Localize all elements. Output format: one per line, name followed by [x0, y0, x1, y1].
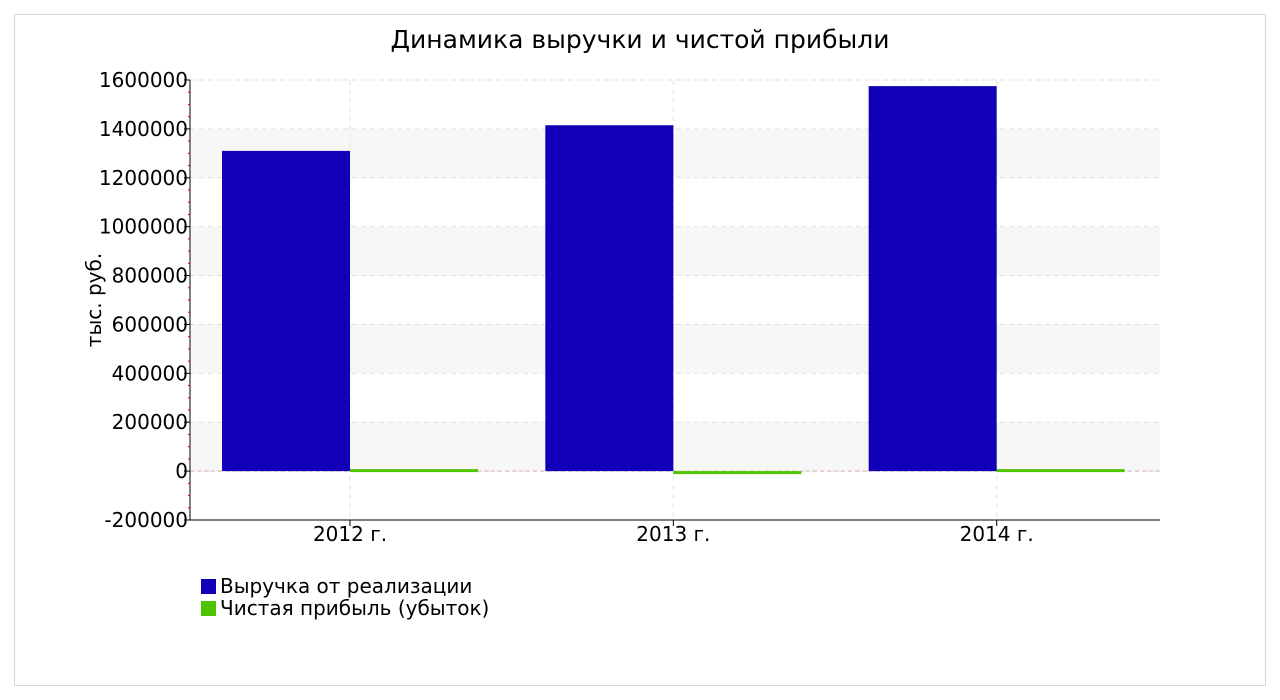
bar-revenue: [222, 150, 350, 472]
bar-net-profit: [996, 469, 1125, 473]
y-tick-label: -200000: [104, 508, 188, 532]
x-tick-label: 2014 г.: [960, 522, 1034, 546]
plot-band: [191, 422, 1160, 472]
legend-swatch: [201, 579, 216, 594]
plot-band: [191, 324, 1160, 374]
y-tick-label: 400000: [112, 361, 188, 385]
x-tick-label: 2013 г.: [636, 522, 710, 546]
y-tick-label: 800000: [112, 264, 188, 288]
bar-revenue: [868, 86, 997, 472]
y-axis-label: тыс. руб.: [82, 253, 106, 347]
bars-group: [222, 86, 1125, 475]
legend-label: Выручка от реализации: [220, 574, 472, 598]
y-tick-label: 1600000: [99, 68, 188, 92]
legend-label: Чистая прибыль (убыток): [220, 596, 489, 620]
y-tick-label: 1000000: [99, 215, 188, 239]
plot-background: [191, 128, 1160, 472]
plot-band: [191, 226, 1160, 276]
bar-revenue: [545, 125, 674, 472]
plot-band: [191, 128, 1160, 178]
bar-net-profit: [350, 469, 478, 473]
y-tick-labels: 1600000 1400000 1200000 1000000 800000 600000…: [99, 68, 190, 532]
chart-title: Динамика выручки и чистой прибыли: [391, 25, 890, 54]
bar-net-profit: [673, 471, 802, 475]
y-tick-label: 1200000: [99, 166, 188, 190]
y-tick-label: 0: [175, 459, 188, 483]
y-tick-label: 1400000: [99, 117, 188, 141]
legend-swatch: [201, 601, 216, 616]
y-tick-label: 600000: [112, 312, 188, 336]
x-tick-labels: 2012 г. 2013 г. 2014 г.: [313, 520, 1034, 546]
y-tick-label: 200000: [112, 410, 188, 434]
x-tick-label: 2012 г.: [313, 522, 387, 546]
